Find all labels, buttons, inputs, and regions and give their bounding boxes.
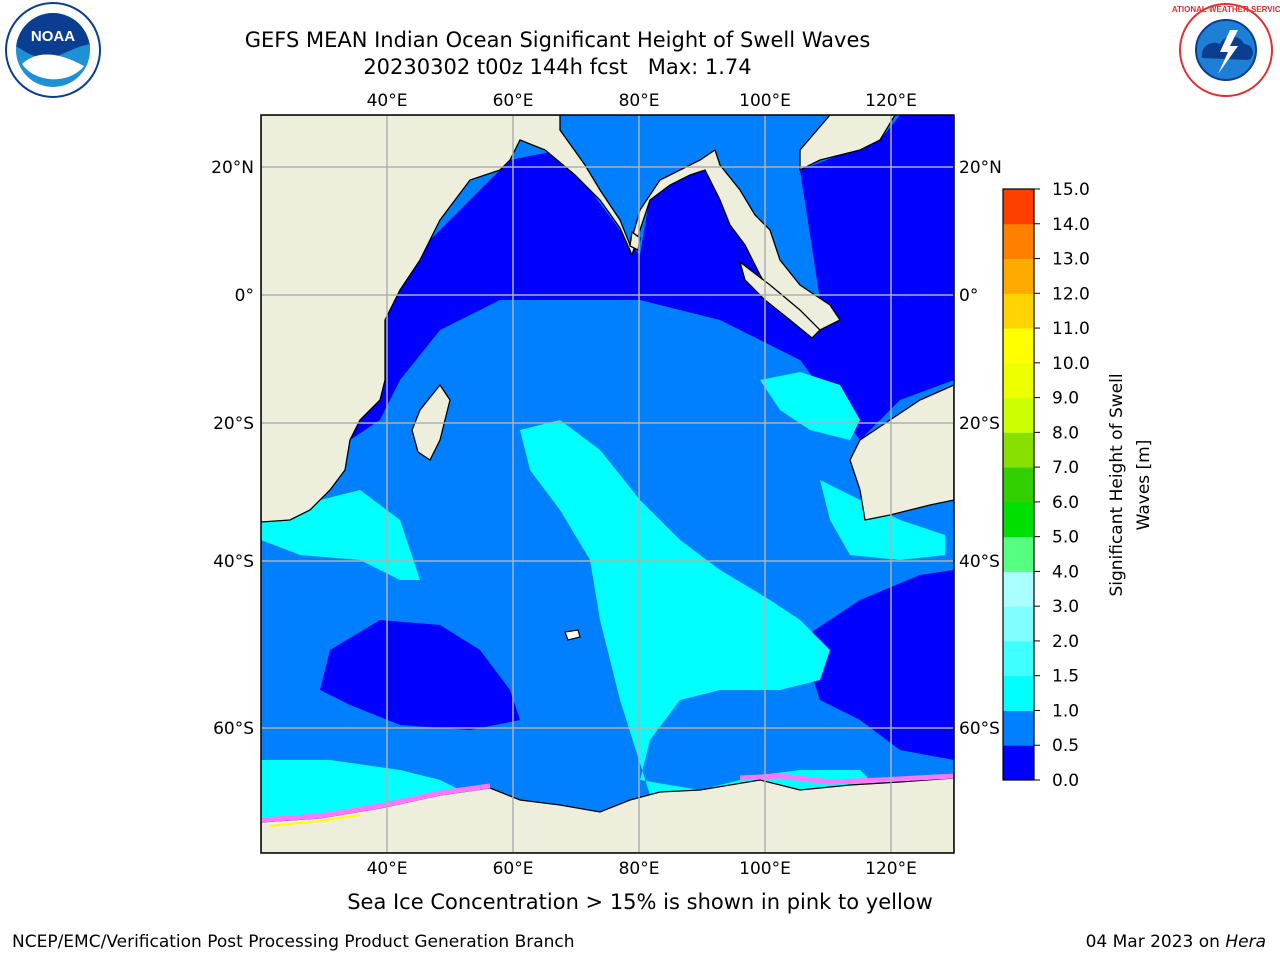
lat-tick-left-label: 60°S — [213, 719, 254, 739]
lat-tick-right-label: 40°S — [959, 552, 1000, 572]
colorbar-swatch — [1003, 467, 1034, 503]
map-title: GEFS MEAN Indian Ocean Significant Heigh… — [244, 28, 871, 52]
swell-zone-mid-southeast — [820, 480, 945, 560]
lat-tick-right-label: 0° — [959, 286, 978, 306]
colorbar-tick-label: 2.0 — [1052, 632, 1079, 652]
colorbar-swatch — [1003, 675, 1034, 711]
lat-tick-left-label: 0° — [235, 286, 254, 306]
sea-ice-caption: Sea Ice Concentration > 15% is shown in … — [347, 890, 933, 914]
colorbar-swatch — [1003, 606, 1034, 642]
lon-tick-bottom-label: 80°E — [619, 859, 660, 879]
lon-tick-bottom-label: 100°E — [739, 859, 791, 879]
colorbar-swatch — [1003, 293, 1034, 329]
map-gridlines — [261, 115, 954, 853]
lon-tick-bottom-label: 40°E — [367, 859, 408, 879]
colorbar-tick-label: 0.0 — [1052, 771, 1079, 791]
lon-tick-bottom-label: 120°E — [865, 859, 917, 879]
land-southeast-asia — [799, 115, 896, 172]
footer-date-text: 04 Mar 2023 on — [1085, 932, 1226, 952]
colorbar-tick-label: 5.0 — [1052, 528, 1079, 548]
footer-date: 04 Mar 2023 on Hera — [1086, 932, 1266, 952]
land-kerguelen — [564, 629, 581, 641]
sea-ice-band-west — [261, 783, 491, 823]
colorbar-tick-label: 15.0 — [1052, 180, 1090, 200]
lon-tick-bottom-label: 60°E — [493, 859, 534, 879]
colorbar-tick-label: 4.0 — [1052, 562, 1079, 582]
colorbar-swatch — [1003, 223, 1034, 260]
land-sumatra — [738, 260, 821, 339]
colorbar-tick-label: 11.0 — [1052, 319, 1090, 339]
colorbar-swatch — [1003, 258, 1034, 294]
lat-tick-right-label: 60°S — [959, 719, 1000, 739]
colorbar-label-line1: Significant Height of Swell — [1107, 373, 1127, 596]
swell-zone-mid-central — [520, 420, 880, 800]
colorbar-swatch — [1003, 362, 1034, 399]
swell-zone-mid-antarctic — [261, 760, 460, 822]
swell-zone-low-south-east — [800, 570, 954, 760]
nws-logo-icon: NATIONAL WEATHER SERVICE — [1172, 3, 1280, 97]
lon-tick-top-label: 120°E — [865, 91, 917, 111]
colorbar-label-line2: Waves [m] — [1134, 440, 1154, 531]
colorbar-tick-label: 14.0 — [1052, 215, 1090, 235]
colorbar-swatch — [1003, 745, 1034, 781]
colorbar-swatch — [1003, 640, 1034, 677]
land-australia — [849, 384, 954, 521]
noaa-logo-icon: NOAA — [5, 2, 101, 98]
colorbar-tick-label: 7.0 — [1052, 458, 1079, 478]
lat-tick-left-label: 20°S — [213, 414, 254, 434]
land-sri-lanka — [629, 230, 641, 251]
colorbar-swatch — [1003, 501, 1034, 538]
colorbar-tick-label: 10.0 — [1052, 354, 1090, 374]
noaa-logo-text: NOAA — [31, 28, 75, 45]
colorbar-swatch — [1003, 432, 1034, 468]
colorbar-tick-label: 9.0 — [1052, 389, 1079, 409]
colorbar-swatch — [1003, 397, 1034, 433]
colorbar-ticks: 0.0 0.5 1.0 1.5 2.0 3.0 4.0 5.0 6.0 7.0 8.0 9.0 10.0… — [1034, 180, 1090, 791]
colorbar-swatch — [1003, 189, 1034, 225]
colorbar-tick-label: 3.0 — [1052, 597, 1079, 617]
colorbar-swatch — [1003, 328, 1034, 364]
lat-tick-right-label: 20°N — [959, 158, 1002, 178]
sea-ice-band-east — [739, 773, 954, 785]
colorbar-tick-label: 1.0 — [1052, 701, 1079, 721]
colorbar-swatch — [1003, 710, 1034, 746]
sea-ice-edge-west — [269, 814, 361, 827]
lon-tick-top-label: 60°E — [493, 91, 534, 111]
lon-tick-top-label: 40°E — [367, 91, 408, 111]
colorbar-frame — [1002, 188, 1035, 781]
map-subtitle: 20230302 t00z 144h fcst Max: 1.74 — [363, 55, 752, 79]
map-frame — [260, 114, 955, 854]
swell-zone-low-south-west — [320, 620, 520, 730]
colorbar-tick-label: 6.0 — [1052, 493, 1079, 513]
colorbar-swatch — [1003, 571, 1034, 607]
footer-host: Hera — [1225, 932, 1266, 952]
svg-text:NATIONAL WEATHER SERVICE: NATIONAL WEATHER SERVICE — [1172, 5, 1280, 14]
lon-tick-top-label: 80°E — [619, 91, 660, 111]
lon-tick-top-label: 100°E — [739, 91, 791, 111]
lat-tick-left-label: 20°N — [211, 158, 254, 178]
swell-zone-low-eastpac — [800, 115, 954, 300]
colorbar-tick-label: 1.5 — [1052, 667, 1079, 687]
lat-tick-left-label: 40°S — [213, 552, 254, 572]
lat-tick-right-label: 20°S — [959, 414, 1000, 434]
colorbar — [1003, 189, 1034, 781]
colorbar-tick-label: 13.0 — [1052, 250, 1090, 270]
land-africa-arabia-asia — [261, 115, 841, 523]
colorbar-tick-label: 12.0 — [1052, 284, 1090, 304]
colorbar-tick-label: 0.5 — [1052, 736, 1079, 756]
colorbar-swatch — [1003, 536, 1034, 572]
map-plot-area — [261, 115, 954, 853]
footer-credit: NCEP/EMC/Verification Post Processing Pr… — [12, 932, 575, 952]
colorbar-tick-label: 8.0 — [1052, 423, 1079, 443]
